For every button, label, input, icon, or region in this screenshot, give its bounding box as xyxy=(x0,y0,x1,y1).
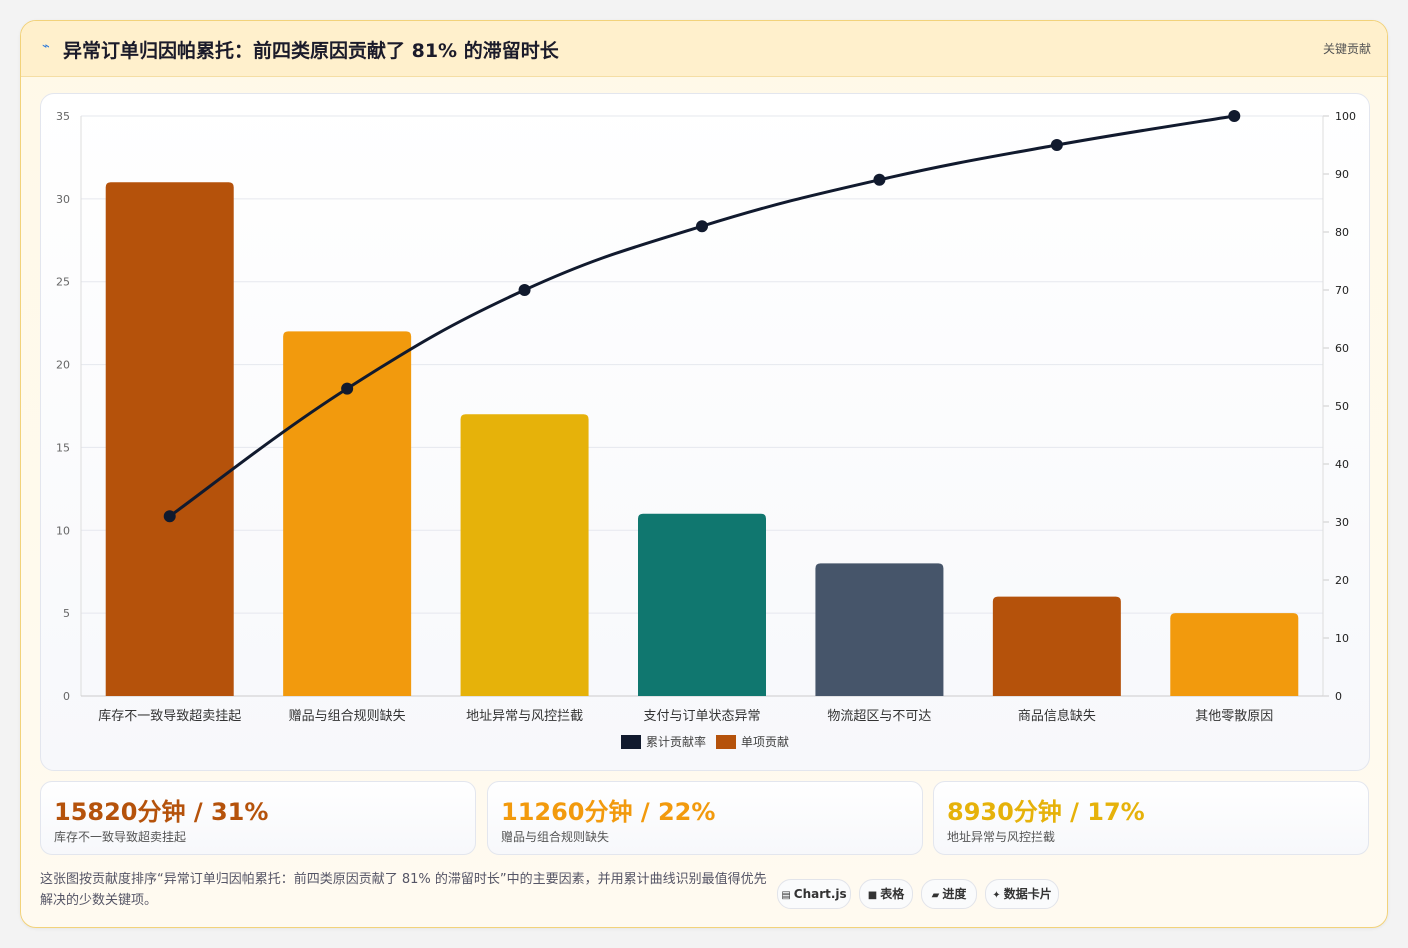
legend-label-single: 单项贡献 xyxy=(741,734,789,749)
x-tick-label: 支付与订单状态异常 xyxy=(643,709,760,724)
bar xyxy=(992,596,1121,696)
y-left-tick-label: 30 xyxy=(56,193,70,206)
x-tick-label: 赠品与组合规则缺失 xyxy=(289,709,406,724)
chip-label: 表格 xyxy=(880,887,905,901)
x-tick-label: 商品信息缺失 xyxy=(1018,708,1096,724)
chip-label: 数据卡片 xyxy=(1003,887,1052,901)
page-title: 异常订单归因帕累托：前四类原因贡献了 81% 的滞留时长 xyxy=(63,40,559,62)
cumulative-point xyxy=(873,173,886,186)
bar xyxy=(105,182,234,696)
y-right-tick-label: 0 xyxy=(1335,690,1342,703)
y-right-tick-label: 80 xyxy=(1335,226,1349,239)
bar xyxy=(815,563,944,696)
bar xyxy=(1170,613,1299,696)
cumulative-point xyxy=(341,382,354,395)
y-right-tick-label: 60 xyxy=(1335,342,1349,355)
bar xyxy=(638,513,766,696)
y-right-tick-label: 40 xyxy=(1335,458,1349,471)
stat-card-2: 11260分钟 / 22% 赠品与组合规则缺失 xyxy=(487,781,923,855)
y-left-tick-label: 35 xyxy=(56,110,70,123)
stat-label: 库存不一致导致超卖挂起 xyxy=(54,830,187,844)
y-right-tick-label: 20 xyxy=(1335,574,1349,587)
cumulative-point xyxy=(1050,139,1063,151)
legend-label-cumulative: 累计贡献率 xyxy=(646,734,706,749)
table-icon: ■ xyxy=(867,890,878,901)
stat-label: 地址异常与风控拦截 xyxy=(947,830,1056,844)
chip-table[interactable]: ■ 表格 xyxy=(859,879,913,909)
header-tag: 关键贡献 xyxy=(1322,42,1371,56)
x-tick-label: 库存不一致导致超卖挂起 xyxy=(98,708,241,724)
stat-value: 15820分钟 / 31% xyxy=(54,798,269,826)
y-right-tick-label: 90 xyxy=(1335,168,1349,181)
chip-label: Chart.js xyxy=(793,887,847,901)
y-right-tick-label: 70 xyxy=(1335,284,1349,297)
stat-card-3: 8930分钟 / 17% 地址异常与风控拦截 xyxy=(933,781,1369,855)
y-right-tick-label: 50 xyxy=(1335,400,1349,413)
legend-swatch-single xyxy=(716,735,736,749)
chart-panel: 0 5 10 15 20 25 30 35 0 10 20 30 40 50 60 70 80 90 100 库存不一… xyxy=(40,93,1370,771)
y-right-tick-label: 10 xyxy=(1335,632,1349,645)
bar xyxy=(283,331,412,696)
cumulative-point xyxy=(1228,110,1241,122)
legend-swatch-cumulative xyxy=(621,735,641,749)
sparkle-icon: ✦ xyxy=(992,890,1001,901)
y-left-tick-label: 25 xyxy=(56,276,70,289)
x-tick-label: 地址异常与风控拦截 xyxy=(466,709,583,724)
chip-progress[interactable]: ▰ 进度 xyxy=(921,879,977,909)
y-left-tick-label: 20 xyxy=(56,359,70,372)
stat-value: 8930分钟 / 17% xyxy=(947,798,1145,826)
cumulative-point xyxy=(696,220,708,233)
stat-label: 赠品与组合规则缺失 xyxy=(501,830,610,844)
y-right-tick-label: 100 xyxy=(1335,110,1356,123)
y-left-tick-label: 0 xyxy=(63,690,70,703)
x-tick-label: 其他零散原因 xyxy=(1195,709,1273,724)
card-header: ⌁ 异常订单归因帕累托：前四类原因贡献了 81% 的滞留时长 关键贡献 xyxy=(21,21,1387,77)
pareto-chart: 0 5 10 15 20 25 30 35 0 10 20 30 40 50 60 70 80 90 100 库存不一… xyxy=(56,110,1356,749)
stat-value: 11260分钟 / 22% xyxy=(501,798,716,826)
bar xyxy=(460,414,589,696)
stat-card-1: 15820分钟 / 31% 库存不一致导致超卖挂起 xyxy=(40,781,476,855)
chip-data-cards[interactable]: ✦ 数据卡片 xyxy=(985,879,1059,909)
y-left-tick-label: 15 xyxy=(56,441,70,454)
y-left-tick-label: 10 xyxy=(56,524,70,537)
chip-label: 进度 xyxy=(942,887,967,901)
y-left-tick-label: 5 xyxy=(63,607,70,620)
cumulative-point xyxy=(163,510,176,523)
chip-chartjs[interactable]: ▤ Chart.js xyxy=(777,879,851,909)
progress-icon: ▰ xyxy=(931,890,940,901)
report-card: ⌁ 异常订单归因帕累托：前四类原因贡献了 81% 的滞留时长 关键贡献 0 5 10… xyxy=(20,20,1388,928)
chart-icon: ▤ xyxy=(781,890,791,901)
y-right-tick-label: 30 xyxy=(1335,516,1349,529)
x-tick-label: 物流超区与不可达 xyxy=(827,709,931,724)
sparkline-icon: ⌁ xyxy=(42,39,50,54)
cumulative-point xyxy=(518,284,531,296)
chart-description: 这张图按贡献度排序“异常订单归因帕累托：前四类原因贡献了 81% 的滞留时长”中… xyxy=(40,872,767,908)
